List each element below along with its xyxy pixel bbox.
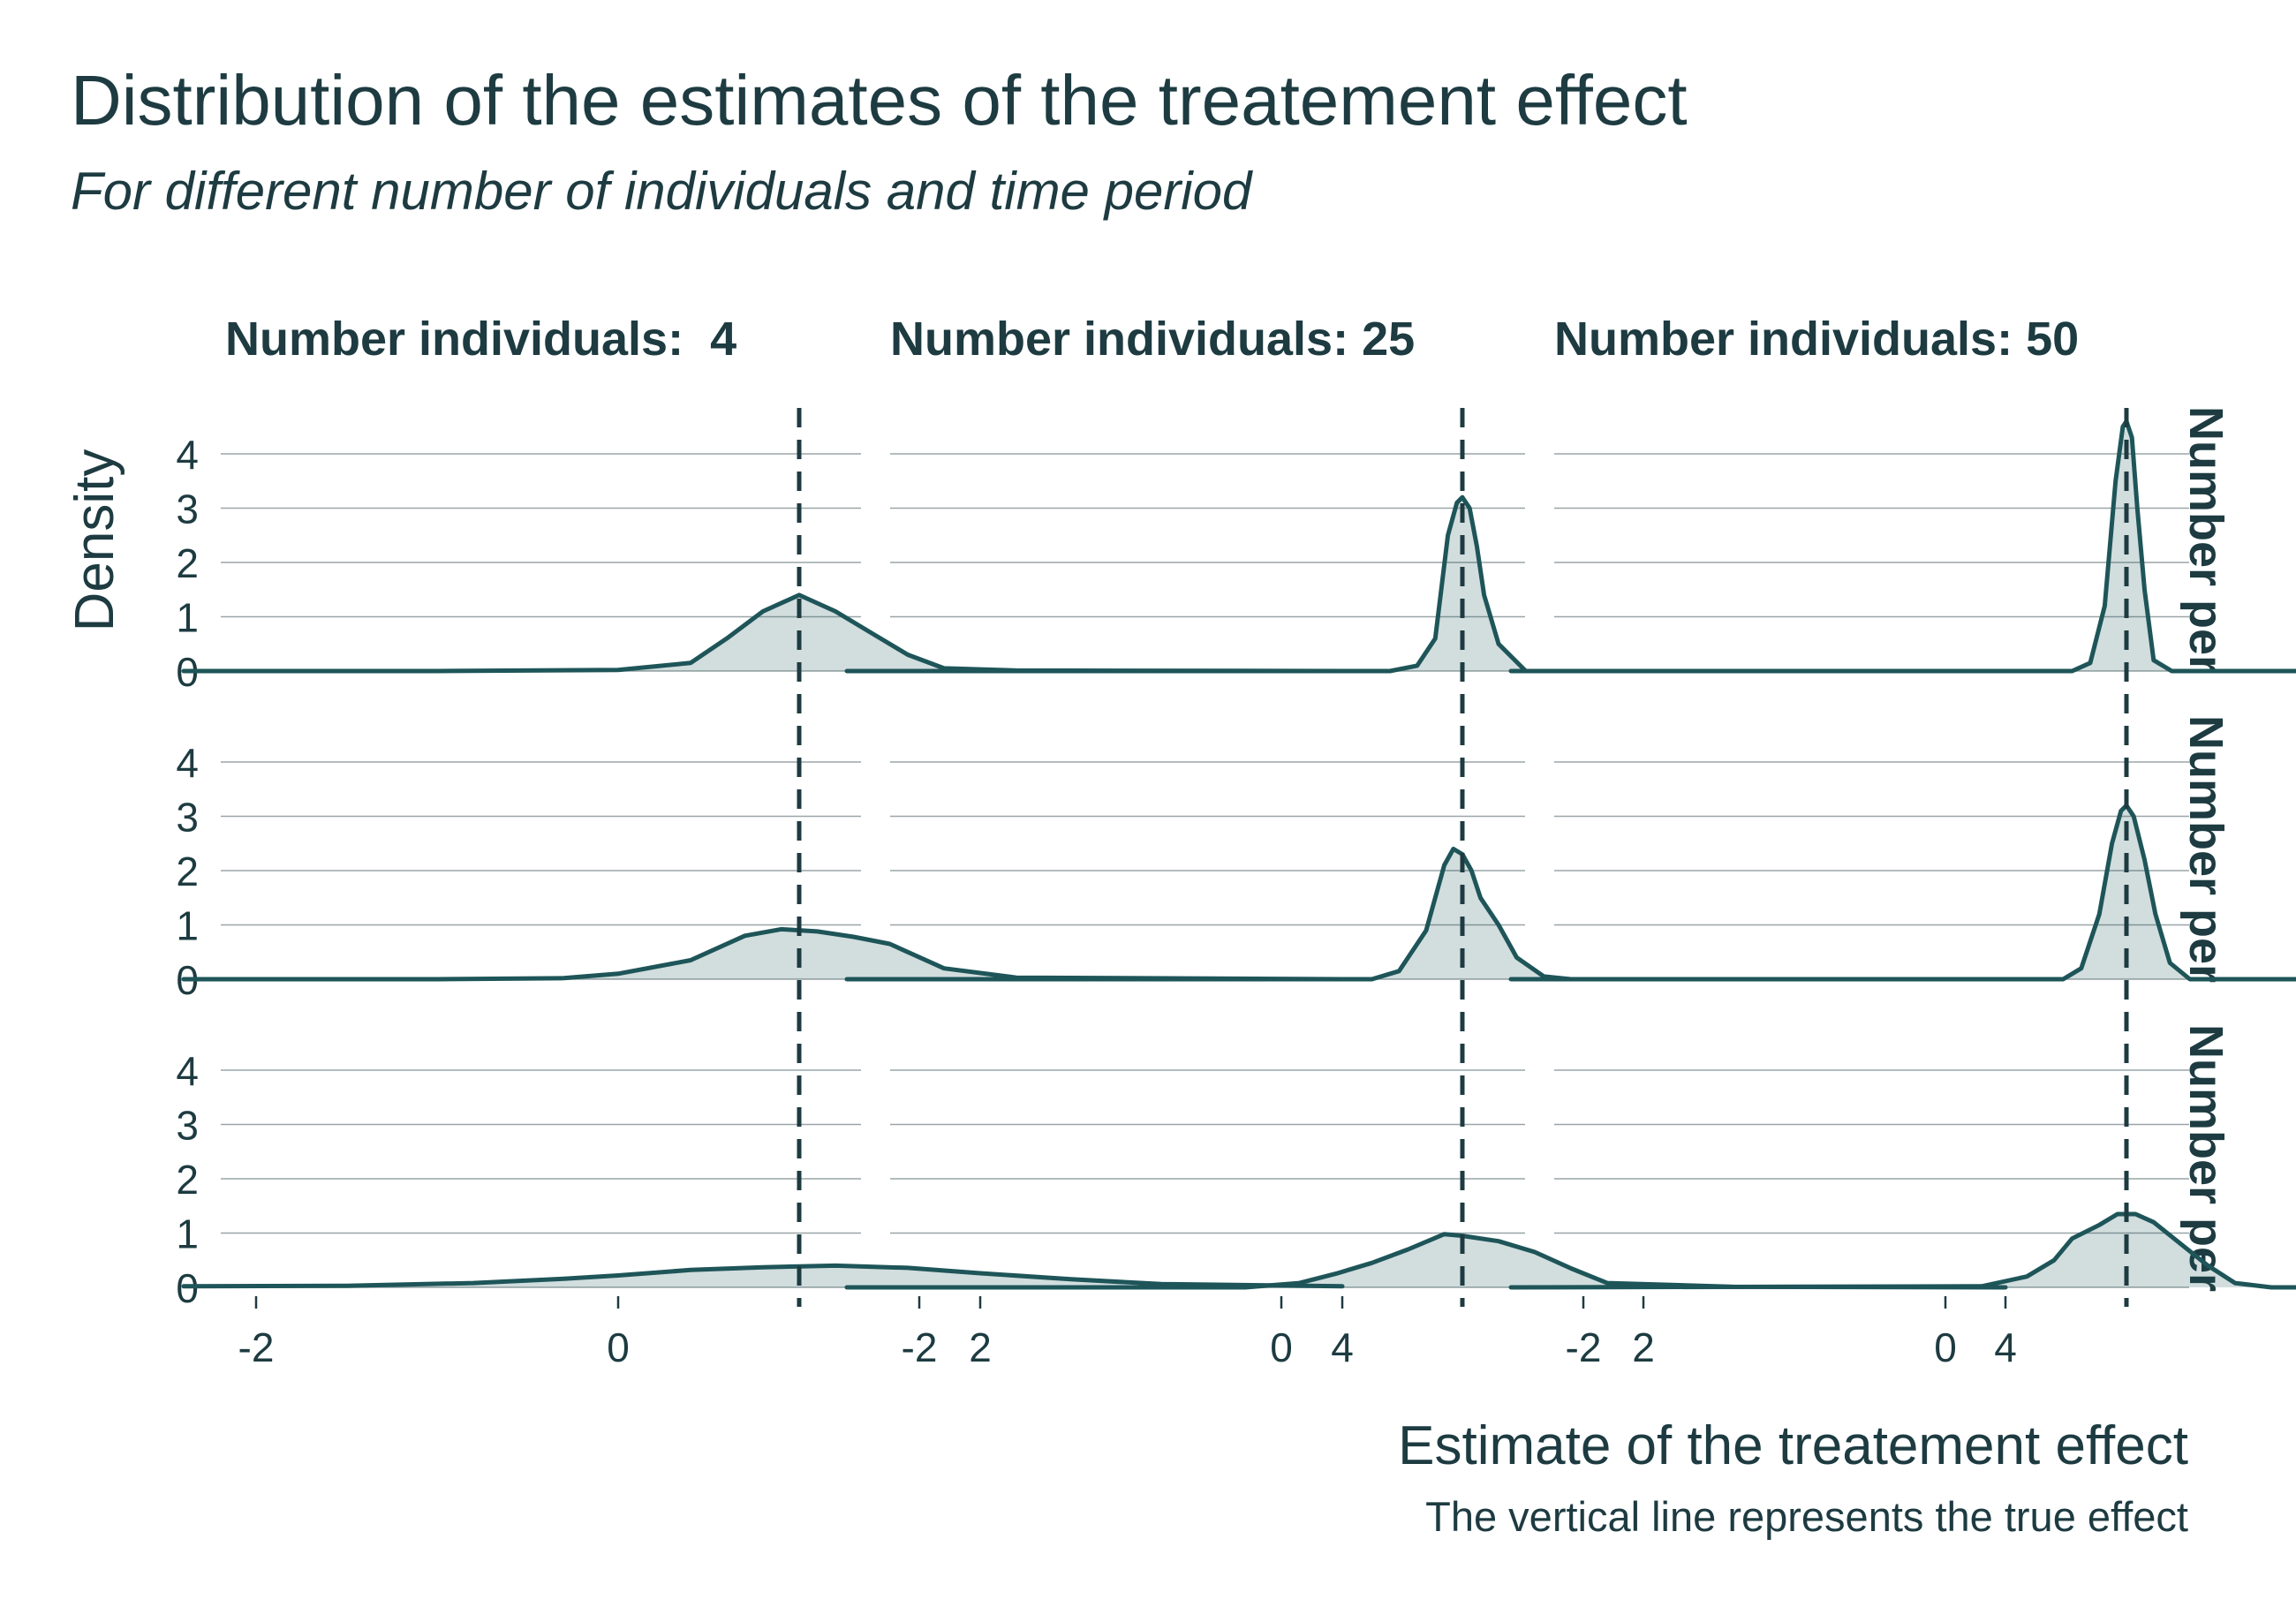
row-facet-label: Number per xyxy=(2179,406,2232,674)
y-tick-label: 1 xyxy=(176,595,199,641)
chart-subtitle: For different number of individuals and … xyxy=(71,162,1252,221)
y-tick-label: 1 xyxy=(176,1211,199,1257)
column-facet-label: Number individuals: 25 xyxy=(890,313,1415,366)
density-area xyxy=(1511,421,2296,671)
x-tick-label: 4 xyxy=(1994,1324,2017,1370)
x-tick-label: 4 xyxy=(1331,1324,1354,1370)
y-tick-label: 2 xyxy=(176,849,199,894)
y-axis-title: Density xyxy=(64,449,125,632)
column-facet-label: Number individuals: 50 xyxy=(1554,313,2079,366)
density-area xyxy=(1511,1214,2296,1287)
x-tick-label: 2 xyxy=(969,1324,992,1370)
density-area xyxy=(184,1265,1342,1287)
density-area xyxy=(1511,805,2296,979)
y-tick-label: 3 xyxy=(176,487,199,532)
density-line xyxy=(844,494,2008,674)
density-area xyxy=(847,1234,2005,1287)
y-tick-label: 4 xyxy=(176,432,199,478)
y-tick-label: 4 xyxy=(176,1048,199,1094)
x-axis-title: Estimate of the treatement effect xyxy=(1398,1415,2188,1476)
x-tick-label: 0 xyxy=(1270,1324,1293,1370)
y-tick-label: 3 xyxy=(176,795,199,841)
density-line xyxy=(1508,419,2296,674)
chart-caption: The vertical line represents the true ef… xyxy=(1425,1493,2188,1540)
x-tick-label: -2 xyxy=(902,1324,938,1370)
y-tick-label: 2 xyxy=(176,1157,199,1203)
density-area xyxy=(184,594,1342,671)
chart-title: Distribution of the estimates of the tre… xyxy=(71,61,1688,140)
density-area xyxy=(184,929,1342,979)
density-area xyxy=(847,849,2005,979)
column-facet-label: Number individuals: 4 xyxy=(225,313,736,366)
density-line xyxy=(844,1232,2008,1290)
y-tick-label: 1 xyxy=(176,903,199,949)
density-line xyxy=(1508,803,2296,982)
row-facet-label: Number per xyxy=(2179,715,2232,983)
x-tick-label: 2 xyxy=(1632,1324,1655,1370)
density-line xyxy=(181,926,1345,982)
y-tick-label: 3 xyxy=(176,1103,199,1149)
density-area xyxy=(847,497,2005,671)
x-tick-label: -2 xyxy=(238,1324,275,1370)
density-line xyxy=(181,592,1345,674)
y-tick-label: 4 xyxy=(176,740,199,786)
x-tick-label: -2 xyxy=(1566,1324,1602,1370)
y-tick-label: 2 xyxy=(176,540,199,586)
density-line xyxy=(844,846,2008,982)
x-tick-label: 0 xyxy=(607,1324,630,1370)
x-tick-label: 0 xyxy=(1934,1324,1957,1370)
